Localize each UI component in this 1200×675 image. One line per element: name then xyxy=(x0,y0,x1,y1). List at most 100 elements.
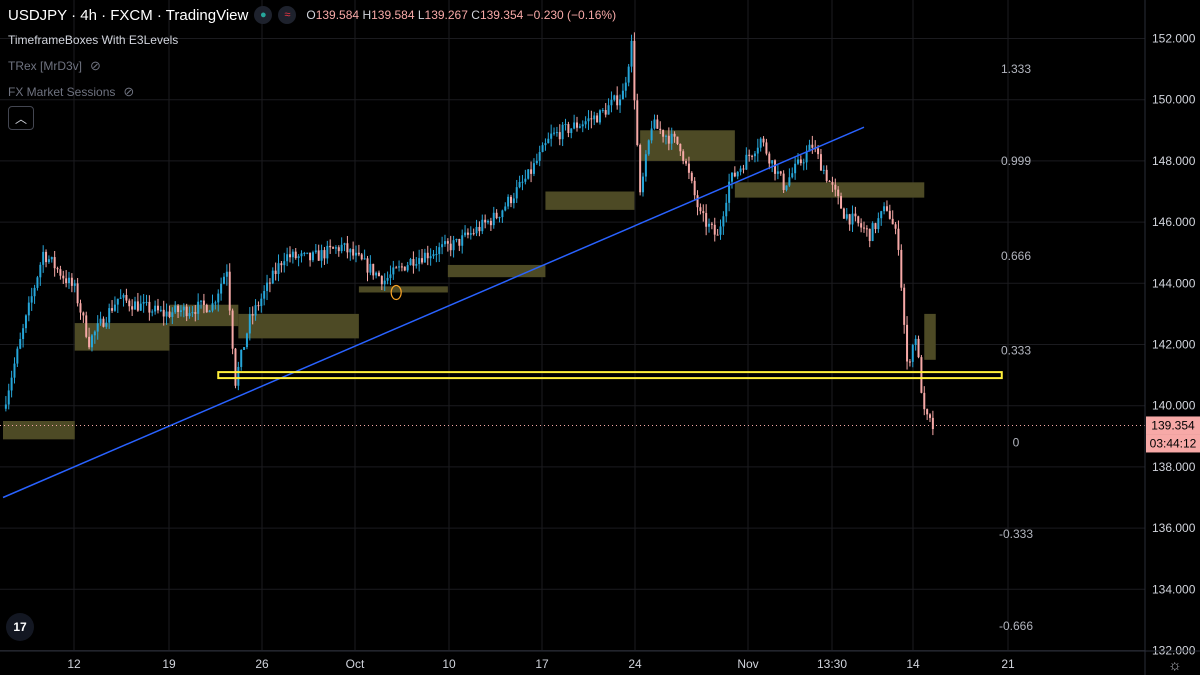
candle-body xyxy=(544,143,547,146)
candle-body xyxy=(366,258,369,273)
data-status-icon[interactable]: ≈ xyxy=(278,6,297,24)
candle-body xyxy=(733,172,736,177)
candle-body xyxy=(863,227,865,229)
candle-body xyxy=(696,195,699,208)
candle-body xyxy=(283,261,286,266)
candle-body xyxy=(831,181,834,185)
timeframe-box xyxy=(74,323,170,351)
x-tick-label: Nov xyxy=(737,657,758,671)
candle-body xyxy=(389,274,392,278)
candle-body xyxy=(759,138,762,148)
fib-level-label: -0.333 xyxy=(999,527,1033,541)
candle-body xyxy=(679,143,682,152)
candle-body xyxy=(171,312,174,317)
candle-body xyxy=(352,249,355,256)
indicator-trex[interactable]: TRex [MrD3v] xyxy=(8,59,83,73)
candle-body xyxy=(96,323,99,332)
candle-body xyxy=(926,409,929,415)
indicator-fx-market-sessions[interactable]: FX Market Sessions xyxy=(8,85,116,99)
candle-body xyxy=(888,210,891,219)
candle-body xyxy=(429,256,432,259)
candle-body xyxy=(610,99,613,106)
candle-body xyxy=(355,252,358,256)
x-tick-label: 10 xyxy=(442,657,456,671)
candle-body xyxy=(573,122,576,129)
candle-body xyxy=(363,258,366,260)
candle-body xyxy=(435,254,438,256)
market-status-icon[interactable]: ● xyxy=(254,6,273,24)
candle-body xyxy=(461,235,464,246)
candle-body xyxy=(891,218,894,225)
candle-body xyxy=(231,310,234,349)
candle-body xyxy=(581,124,584,127)
candle-body xyxy=(329,245,332,248)
candle-body xyxy=(294,251,297,259)
candle-body xyxy=(274,270,277,274)
candle-body xyxy=(277,263,280,274)
candle-body xyxy=(662,130,665,137)
candle-body xyxy=(360,254,363,260)
candle-body xyxy=(808,144,811,152)
candle-body xyxy=(297,256,300,259)
candle-body xyxy=(702,211,705,214)
candle-body xyxy=(56,268,59,270)
candle-body xyxy=(842,208,845,219)
gear-icon[interactable]: ☼ xyxy=(1168,657,1182,674)
candle-body xyxy=(883,206,886,212)
y-tick-label: 150.000 xyxy=(1152,93,1196,107)
candle-body xyxy=(756,147,759,154)
candle-body xyxy=(13,363,16,378)
candle-body xyxy=(441,244,444,248)
candle-body xyxy=(188,313,191,317)
candle-body xyxy=(47,259,50,263)
candle-body xyxy=(647,140,650,155)
chevron-up-icon[interactable]: ︿ xyxy=(8,106,34,130)
candle-body xyxy=(802,162,805,164)
candle-body xyxy=(877,218,880,230)
y-tick-label: 146.000 xyxy=(1152,215,1196,229)
candle-body xyxy=(19,339,22,349)
candle-body xyxy=(616,95,619,106)
candle-body xyxy=(45,251,48,263)
countdown-bg xyxy=(1146,434,1200,453)
candle-body xyxy=(492,212,495,226)
candle-body xyxy=(320,250,323,261)
candle-body xyxy=(501,210,504,218)
x-tick-label: 24 xyxy=(628,657,642,671)
y-tick-label: 138.000 xyxy=(1152,460,1196,474)
candle-body xyxy=(194,312,197,314)
candle-body xyxy=(851,213,854,225)
candle-body xyxy=(326,245,329,259)
candle-body xyxy=(200,300,203,302)
indicator-timeframe-boxes[interactable]: TimeframeBoxes With E3Levels xyxy=(8,33,179,47)
candle-body xyxy=(10,377,13,391)
candle-body xyxy=(865,228,868,230)
candle-body xyxy=(16,348,19,364)
eye-crossed-icon[interactable]: ⊘ xyxy=(90,58,101,73)
candle-body xyxy=(708,223,711,227)
candle-body xyxy=(713,224,716,235)
candle-body xyxy=(156,305,159,311)
candle-body xyxy=(65,278,68,284)
candle-body xyxy=(415,264,418,266)
candle-body xyxy=(469,233,472,235)
candle-body xyxy=(854,213,857,217)
candle-body xyxy=(504,206,507,211)
candle-body xyxy=(555,132,558,134)
candle-body xyxy=(24,315,27,329)
candle-body xyxy=(521,181,524,183)
chart-legend: USDJPY · 4h · FXCM · TradingView ● ≈ O13… xyxy=(8,5,616,134)
candle-body xyxy=(73,283,76,286)
candle-body xyxy=(177,305,180,312)
symbol-title[interactable]: USDJPY · 4h · FXCM · TradingView xyxy=(8,6,249,24)
ohlc-readout: O139.584 H139.584 L139.267 C139.354 −0.2… xyxy=(306,8,617,22)
x-tick-label: 19 xyxy=(162,657,176,671)
eye-crossed-icon[interactable]: ⊘ xyxy=(123,84,135,99)
candle-body xyxy=(380,276,383,285)
y-tick-label: 134.000 xyxy=(1152,582,1196,596)
candle-body xyxy=(50,257,53,260)
high-value: 139.584 xyxy=(371,8,415,22)
candle-body xyxy=(908,361,911,363)
